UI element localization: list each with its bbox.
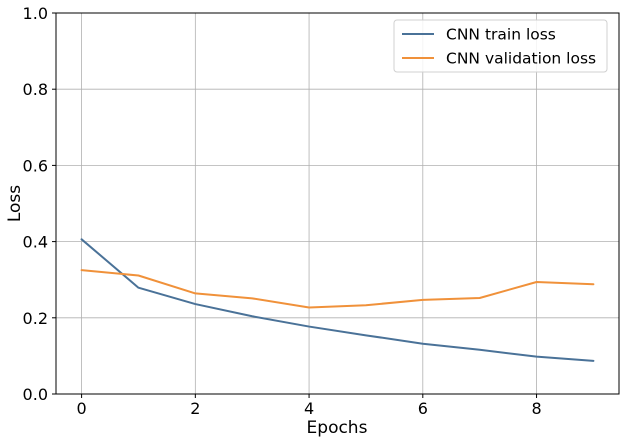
y-tick-label: 0.0	[23, 385, 48, 404]
legend-label-train: CNN train loss	[446, 26, 556, 44]
y-tick-label: 1.0	[23, 4, 48, 23]
validation-loss-line	[80, 269, 595, 309]
x-tick-label: 0	[76, 399, 86, 418]
train-loss-line	[80, 238, 595, 362]
legend-box	[393, 19, 608, 73]
legend-label-validation: CNN validation loss	[446, 50, 596, 68]
y-tick-label: 0.8	[23, 80, 48, 99]
x-tick-label: 8	[531, 399, 541, 418]
ticks: 0 2 4 6 8 0.0 0.2 0.4 0.6 0.8 1.0	[23, 4, 542, 418]
y-tick-label: 0.6	[23, 156, 48, 175]
series-group	[80, 238, 595, 362]
plot-frame	[55, 12, 620, 395]
y-tick-label: 0.2	[23, 309, 48, 328]
x-axis-label: Epochs	[307, 418, 368, 438]
y-tick-label: 0.4	[23, 233, 48, 252]
legend: CNN train loss CNN validation loss	[393, 19, 608, 73]
x-tick-label: 4	[304, 399, 314, 418]
x-tick-label: 6	[418, 399, 428, 418]
x-tick-label: 2	[190, 399, 200, 418]
y-axis-label: Loss	[5, 185, 25, 222]
